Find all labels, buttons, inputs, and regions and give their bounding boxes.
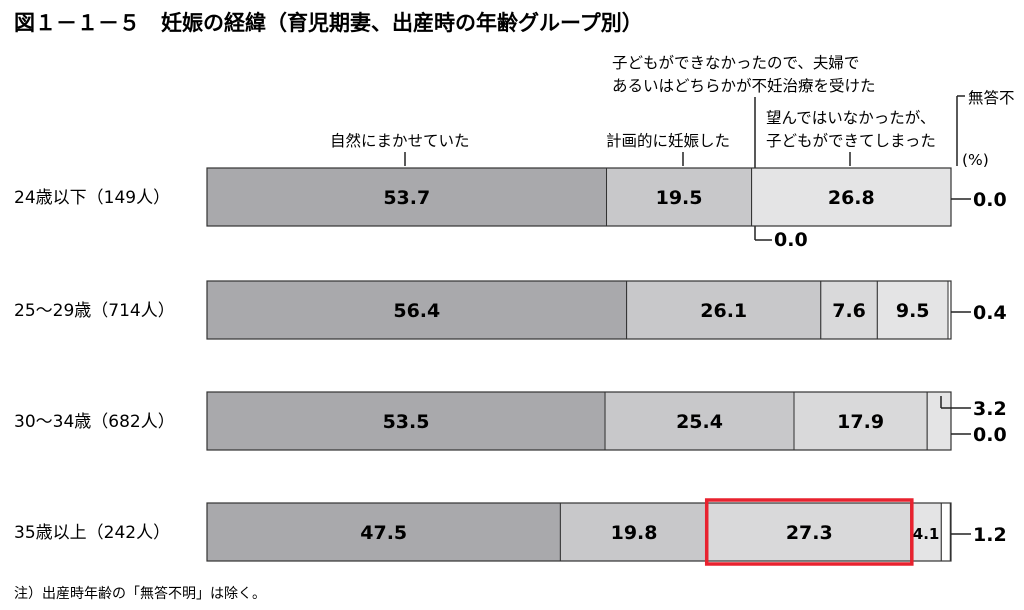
highlight-box — [704, 498, 914, 566]
segment-value-label: 17.9 — [837, 411, 884, 433]
segment-value-label: 19.8 — [611, 522, 658, 544]
category-label: 30〜34歳（682人） — [14, 412, 175, 432]
category-label: 24歳以下（149人） — [14, 188, 170, 208]
segment-value-label: 26.8 — [828, 187, 875, 209]
segment-value-label: 4.1 — [913, 525, 940, 543]
bar-segment — [604, 391, 795, 451]
side-value-label: 0.0 — [973, 424, 1007, 446]
side-value-label: 0.0 — [973, 189, 1007, 211]
segment-value-label: 7.6 — [832, 300, 866, 322]
bar-frame — [206, 502, 952, 562]
bar-segment — [606, 167, 753, 227]
annotation-unwanted-line2: 子どもができてしまった — [766, 132, 936, 150]
segment-value-label: 47.5 — [360, 522, 407, 544]
annotation-infertility-line2: あるいはどちらかが不妊治療を受けた — [612, 77, 876, 95]
bar-segment — [206, 502, 561, 562]
bar-frame — [206, 391, 952, 451]
annotation-unwanted-line1: 望んではいなかったが、 — [766, 109, 935, 127]
bar-segment — [910, 502, 942, 562]
side-value-label: 3.2 — [973, 398, 1007, 420]
segment-value-label: 19.5 — [656, 187, 703, 209]
bar-segment — [559, 502, 709, 562]
chart-rows: 24歳以下（149人） 53.7 19.5 26.8 0.0 25〜29歳（714人） 56… — [14, 167, 1007, 566]
bar-segment — [926, 391, 952, 451]
segment-value-label: 26.1 — [700, 300, 747, 322]
category-label: 35歳以上（242人） — [14, 523, 170, 543]
category-label: 25〜29歳（714人） — [14, 301, 175, 321]
bar-segment — [940, 502, 951, 562]
chart-title: 図１－１－５ 妊娠の経緯（育児期妻、出産時の年齢グループ別） — [14, 11, 643, 35]
segment-value-label: 53.7 — [383, 187, 430, 209]
bar-frame — [206, 167, 952, 227]
segment-value-label: 53.5 — [383, 411, 430, 433]
bar-frame — [206, 280, 952, 340]
annotation-infertility-line1: 子どもができなかったので、夫婦で — [612, 54, 859, 72]
bar-segment — [820, 280, 878, 340]
bar-segment — [751, 167, 952, 227]
segment-value-label: 27.3 — [786, 522, 833, 544]
segment-value-label: 56.4 — [393, 300, 440, 322]
annotation-noanswer: 無答不 — [968, 89, 1015, 107]
side-value-label: 0.4 — [973, 302, 1007, 324]
segment-value-label: 9.5 — [896, 300, 930, 322]
annotation-natural: 自然にまかせていた — [330, 132, 470, 150]
annotation-planned: 計画的に妊娠した — [606, 132, 730, 150]
side-value-label: 1.2 — [973, 524, 1007, 546]
footnote: 注）出産時年齢の「無答不明」は除く。 — [14, 585, 266, 602]
segment-value-label: 25.4 — [676, 411, 723, 433]
bar-segment — [707, 502, 912, 562]
callout-value-label: 0.0 — [774, 229, 808, 251]
unit-label: (%) — [962, 151, 989, 169]
